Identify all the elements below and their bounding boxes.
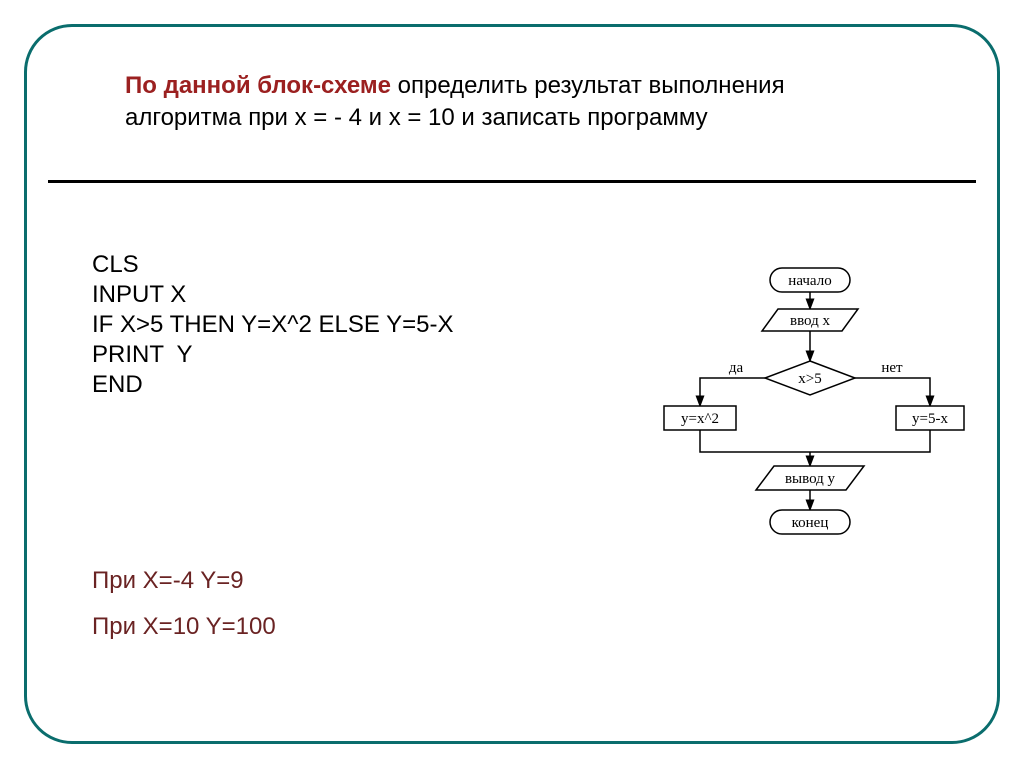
code-line-3: IF X>5 THEN Y=X^2 ELSE Y=5-X bbox=[92, 311, 453, 338]
answers-block: При X=-4 Y=9 При X=10 Y=100 bbox=[92, 558, 276, 649]
fc-edge-yes-merge bbox=[700, 430, 810, 452]
fc-end-label: конец bbox=[792, 515, 829, 531]
program-code: CLS INPUT X IF X>5 THEN Y=X^2 ELSE Y=5-X… bbox=[92, 250, 453, 400]
fc-label-yes: да bbox=[729, 360, 744, 376]
fc-label-no: нет bbox=[881, 360, 903, 376]
fc-cond-label: x>5 bbox=[798, 371, 821, 387]
fc-no-proc-label: y=5-x bbox=[912, 411, 948, 427]
fc-input-label: ввод x bbox=[790, 313, 831, 329]
answer-1: При X=-4 Y=9 bbox=[92, 558, 276, 604]
code-line-5: END bbox=[92, 371, 143, 398]
fc-yes-proc-label: y=x^2 bbox=[681, 411, 719, 427]
code-line-1: CLS bbox=[92, 251, 139, 278]
fc-edge-no-merge bbox=[810, 430, 930, 452]
fc-edge-cond-no bbox=[855, 378, 930, 406]
task-lead: По данной блок-схеме bbox=[125, 72, 391, 99]
task-text: По данной блок-схеме определить результа… bbox=[125, 70, 845, 135]
divider bbox=[48, 180, 976, 183]
fc-edge-cond-yes bbox=[700, 378, 765, 406]
fc-start-label: начало bbox=[788, 273, 831, 289]
fc-output-label: вывод y bbox=[785, 471, 836, 487]
code-line-4: PRINT Y bbox=[92, 341, 192, 368]
answer-2: При X=10 Y=100 bbox=[92, 604, 276, 650]
code-line-2: INPUT X bbox=[92, 281, 186, 308]
flowchart-diagram: начало ввод x x>5 да нет y=x^2 y=5-x выв… bbox=[640, 260, 980, 560]
